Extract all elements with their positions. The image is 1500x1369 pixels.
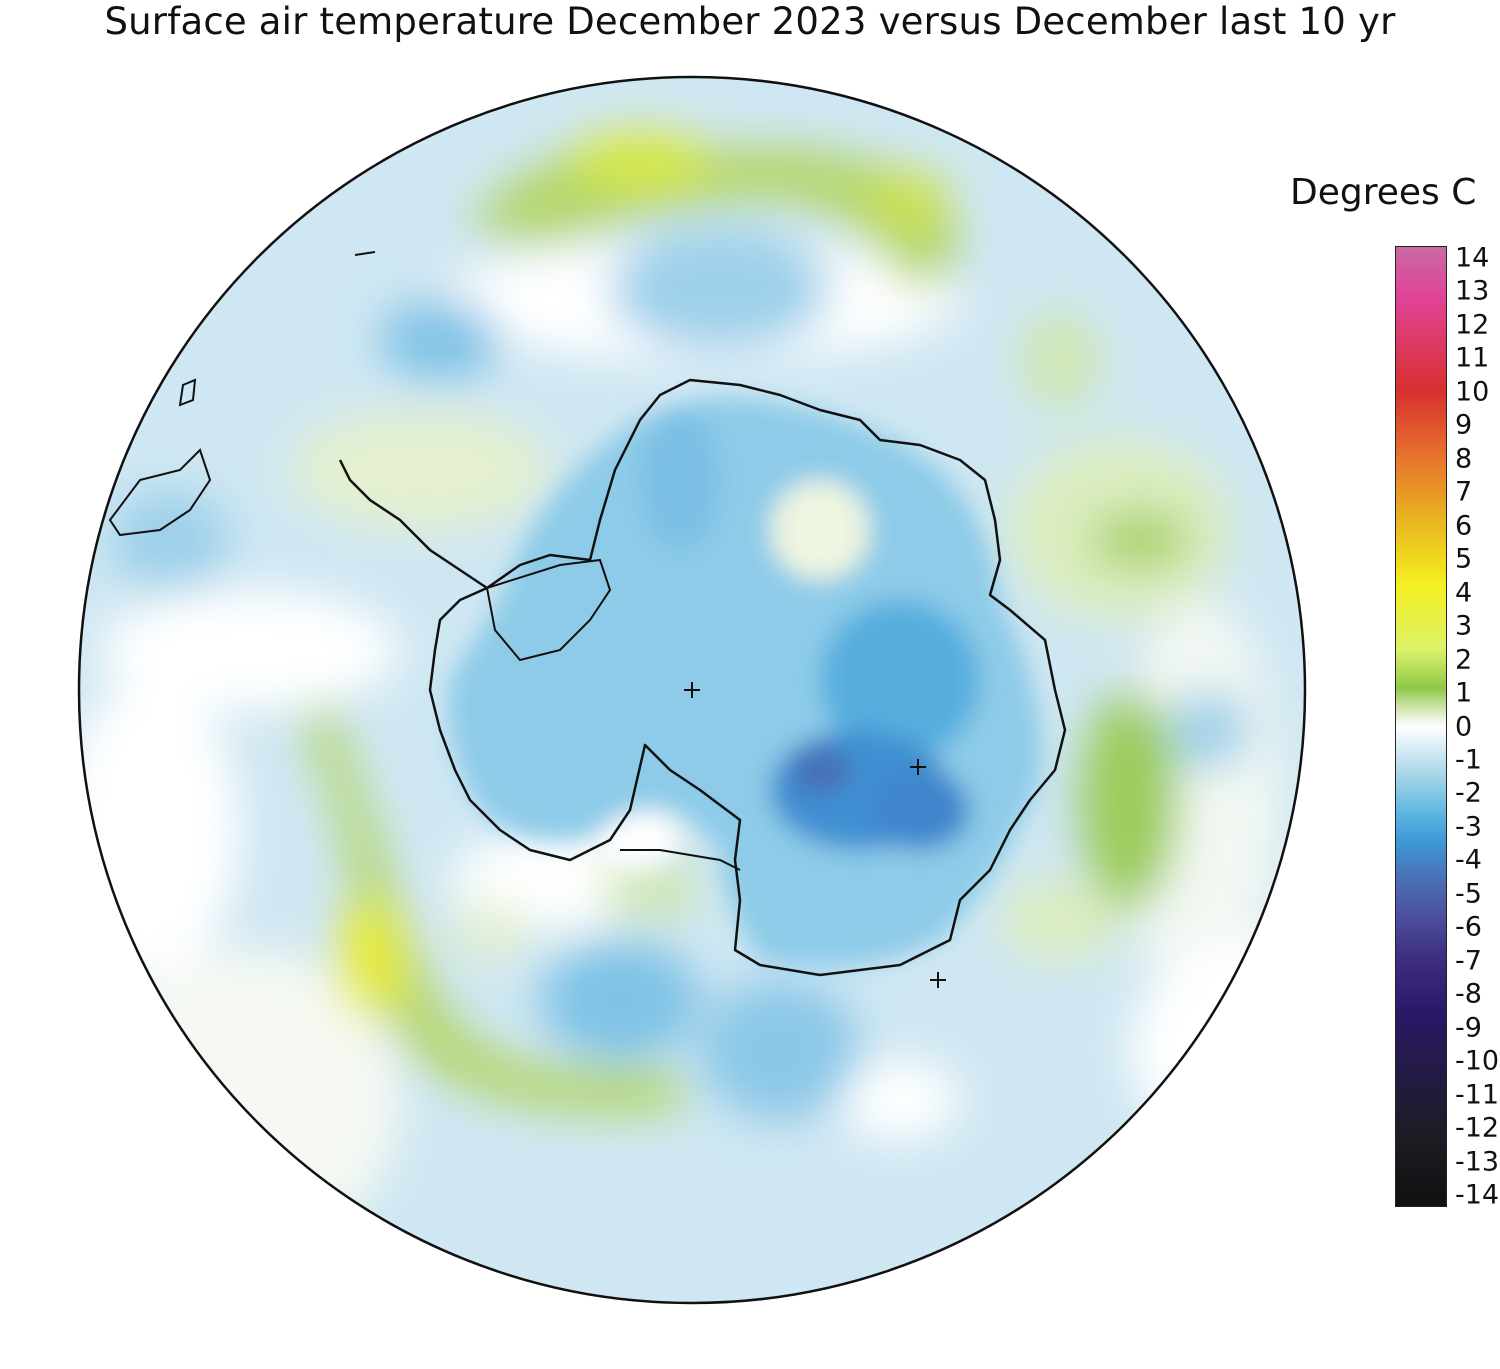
colorbar-tick-label: 4: [1455, 577, 1473, 609]
south-america-tip: [108, 448, 212, 537]
colorbar-ticks: 14 13 12 11 10 9 8 7 6 5 4 3 2 1 0 -1 -2 -3 -4 -5 -6 -7 -8 -9 -1…: [1455, 242, 1500, 1211]
colorbar-tick-label: -8: [1455, 978, 1482, 1010]
colorbar-tick-label: -10: [1455, 1045, 1500, 1077]
colorbar-label: Degrees C: [1290, 172, 1477, 213]
colorbar-tick-label: 5: [1455, 543, 1473, 575]
colorbar-tick-label: -1: [1455, 744, 1482, 776]
island-small: [354, 251, 376, 256]
pole-marker-crosses: [684, 682, 946, 988]
colorbar-tick-label: -9: [1455, 1012, 1482, 1044]
colorbar-tick-label: -14: [1455, 1179, 1500, 1211]
colorbar-tick-label: -4: [1455, 844, 1482, 876]
ross-ice-shelf: [620, 849, 741, 871]
colorbar-tick-label: 3: [1455, 610, 1473, 642]
colorbar-tick-label: -6: [1455, 911, 1482, 943]
colorbar-tick-label: 1: [1455, 677, 1473, 709]
colorbar-tick-label: -2: [1455, 777, 1482, 809]
colorbar-tick-label: 14: [1455, 242, 1490, 274]
colorbar-tick-label: 11: [1455, 342, 1490, 374]
colorbar: [1395, 246, 1447, 1207]
colorbar-tick-label: 6: [1455, 510, 1473, 542]
colorbar-tick-label: -3: [1455, 811, 1482, 843]
colorbar-tick-label: 9: [1455, 409, 1473, 441]
colorbar-tick-label: 8: [1455, 443, 1473, 475]
map-border: [77, 75, 1307, 1305]
colorbar-tick-label: 10: [1455, 376, 1490, 408]
colorbar-tick-label: -7: [1455, 945, 1482, 977]
colorbar-tick-label: -5: [1455, 878, 1482, 910]
colorbar-tick-label: 7: [1455, 476, 1473, 508]
colorbar-tick-label: 13: [1455, 275, 1490, 307]
colorbar-tick-label: 2: [1455, 644, 1473, 676]
map-title: Surface air temperature December 2023 ve…: [104, 0, 1396, 43]
colorbar-tick-label: 0: [1455, 711, 1473, 742]
antarctica-coastline: [428, 378, 1067, 977]
colorbar-tick-label: -11: [1455, 1079, 1500, 1111]
island-group: [178, 378, 197, 407]
colorbar-tick-label: -13: [1455, 1146, 1500, 1178]
colorbar-tick-label: 12: [1455, 309, 1490, 341]
ronne-ice-shelf: [485, 558, 612, 662]
anomaly-field: [79, 77, 1305, 1303]
antarctic-peninsula: [338, 459, 488, 590]
colorbar-tick-label: -12: [1455, 1112, 1500, 1144]
